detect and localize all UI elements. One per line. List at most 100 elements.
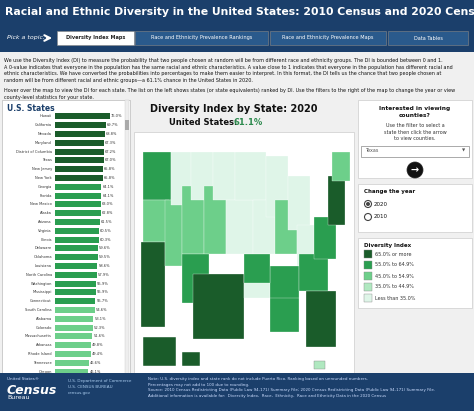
Text: 55.7%: 55.7% [96, 299, 108, 303]
Text: 67.0%: 67.0% [105, 158, 116, 162]
Text: 65.0% or more: 65.0% or more [375, 252, 411, 256]
Bar [306, 291, 337, 347]
Bar [244, 254, 270, 283]
Bar [0, 0, 474, 52]
Text: South Carolina: South Carolina [26, 308, 52, 312]
Text: North Carolina: North Carolina [26, 273, 52, 277]
Bar [55, 122, 106, 128]
Text: Texas: Texas [365, 148, 378, 153]
Bar [244, 254, 270, 298]
Bar [193, 273, 244, 339]
Bar [364, 272, 372, 280]
Text: U.S. States: U.S. States [7, 104, 55, 113]
Text: Illinois: Illinois [40, 238, 52, 242]
Circle shape [366, 202, 370, 206]
Text: U.S. Department of Commerce: U.S. Department of Commerce [68, 379, 131, 383]
Bar [275, 200, 297, 254]
Text: Race and Ethnicity Prevalence Maps: Race and Ethnicity Prevalence Maps [283, 35, 374, 41]
Bar [55, 360, 89, 366]
Text: 57.9%: 57.9% [98, 273, 109, 277]
Text: 65.8%: 65.8% [104, 176, 115, 180]
Text: Texas: Texas [42, 158, 52, 162]
Bar [172, 152, 191, 205]
Bar [314, 361, 325, 369]
Text: Change the year: Change the year [364, 189, 415, 194]
Bar [364, 294, 372, 302]
Text: Use the filter to select a
state then click the arrow
to view counties.: Use the filter to select a state then cl… [383, 123, 447, 141]
Bar [364, 250, 372, 258]
Bar [55, 342, 91, 348]
Bar [191, 152, 213, 200]
Text: 51.6%: 51.6% [93, 335, 105, 338]
Text: 2010: 2010 [374, 215, 388, 219]
Text: 60.5%: 60.5% [100, 229, 111, 233]
Circle shape [407, 162, 423, 178]
Bar [57, 31, 134, 45]
Bar [2, 100, 130, 376]
Text: Arizona: Arizona [38, 220, 52, 224]
Text: New York: New York [36, 176, 52, 180]
Text: New Mexico: New Mexico [30, 202, 52, 206]
Bar [55, 236, 99, 242]
Text: Less than 35.0%: Less than 35.0% [375, 296, 415, 300]
Bar [55, 263, 98, 269]
Text: Racial and Ethnic Diversity in the United States: 2010 Census and 2020 Census: Racial and Ethnic Diversity in the Unite… [5, 7, 474, 17]
Text: Pick a topic.: Pick a topic. [7, 35, 45, 41]
Text: We use the Diversity Index (DI) to measure the probability that two people chose: We use the Diversity Index (DI) to measu… [4, 58, 453, 83]
Bar [143, 337, 176, 366]
Bar [314, 217, 337, 259]
Bar [55, 272, 97, 278]
Bar [270, 298, 299, 332]
Text: Rhode Island: Rhode Island [28, 352, 52, 356]
Text: Diversity Index: Diversity Index [364, 243, 411, 248]
Text: New Jersey: New Jersey [32, 167, 52, 171]
Text: 62.8%: 62.8% [101, 211, 113, 215]
Bar [55, 210, 100, 216]
Text: Hawaii: Hawaii [40, 114, 52, 118]
Bar [55, 289, 96, 296]
Bar [55, 228, 99, 234]
Text: District of Columbia: District of Columbia [16, 150, 52, 154]
Bar [55, 333, 92, 339]
Text: 76.0%: 76.0% [111, 114, 123, 118]
Bar [328, 176, 345, 225]
Text: Alaska: Alaska [40, 211, 52, 215]
Bar [213, 152, 235, 200]
Bar [165, 200, 182, 266]
Text: 67.3%: 67.3% [105, 141, 116, 145]
Text: census.gov: census.gov [68, 391, 91, 395]
Text: 55.9%: 55.9% [97, 291, 108, 294]
Text: Race and Ethnicity Prevalence Rankings: Race and Ethnicity Prevalence Rankings [151, 35, 252, 41]
Text: 61.1%: 61.1% [234, 118, 263, 127]
Text: 64.1%: 64.1% [102, 194, 114, 198]
Text: 65.8%: 65.8% [104, 167, 115, 171]
Bar [55, 316, 93, 322]
Text: 2020: 2020 [374, 201, 388, 206]
Bar [358, 238, 472, 308]
Bar [55, 192, 101, 199]
Text: 45.0% to 54.9%: 45.0% to 54.9% [375, 273, 414, 279]
Text: Oregon: Oregon [38, 369, 52, 374]
Bar [55, 245, 98, 252]
Bar [182, 186, 204, 254]
Bar [55, 113, 110, 120]
Text: Connecticut: Connecticut [30, 299, 52, 303]
Text: Arkansas: Arkansas [36, 343, 52, 347]
Text: Virginia: Virginia [38, 229, 52, 233]
Text: Hover over the map to view the DI for each state. The list on the left shows sta: Hover over the map to view the DI for ea… [4, 88, 455, 99]
Text: ▼: ▼ [463, 149, 465, 153]
Text: California: California [35, 123, 52, 127]
Bar [55, 166, 103, 172]
Text: 35.0% to 44.9%: 35.0% to 44.9% [375, 284, 414, 289]
Text: 55.9%: 55.9% [97, 282, 108, 286]
Bar [182, 254, 209, 303]
Text: 46.6%: 46.6% [90, 361, 101, 365]
Text: Georgia: Georgia [37, 185, 52, 189]
Text: Colorado: Colorado [36, 326, 52, 330]
Text: Washington: Washington [31, 282, 52, 286]
Bar [55, 201, 100, 208]
Bar [143, 200, 169, 242]
Text: Florida: Florida [39, 194, 52, 198]
Bar [204, 186, 227, 254]
Text: 60.3%: 60.3% [100, 238, 111, 242]
